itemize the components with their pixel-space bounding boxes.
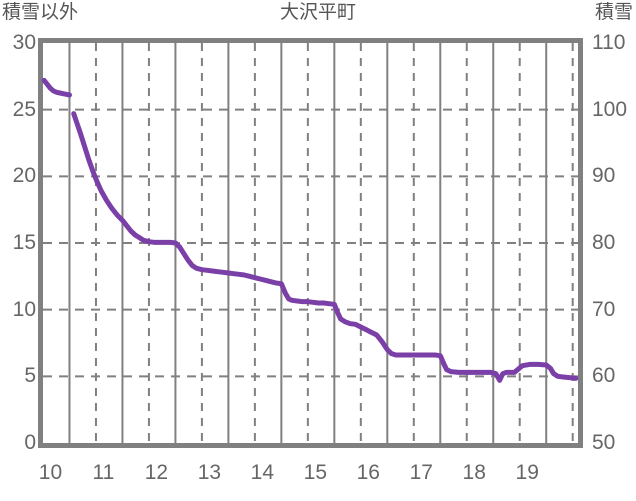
left-axis-tick-20: 20 (12, 164, 36, 188)
left-axis-tick-0: 0 (24, 431, 36, 454)
bottom-axis-tick-11: 11 (92, 461, 115, 484)
bottom-axis-tick-14: 14 (250, 461, 275, 484)
bottom-axis-tick-16: 16 (356, 461, 380, 484)
bottom-axis-tick-18: 18 (462, 461, 486, 484)
right-axis-tick-60: 60 (592, 364, 616, 388)
right-axis-tick-80: 80 (592, 231, 616, 254)
left-axis-tick-5: 5 (24, 364, 36, 388)
bottom-axis-tick-13: 13 (197, 461, 222, 484)
bottom-axis-tick-19: 19 (515, 461, 539, 484)
left-axis-tick-15: 15 (12, 231, 36, 254)
bottom-axis-tick-12: 12 (144, 461, 169, 484)
chart-title: 大沢平町 (279, 2, 356, 23)
series-snow-line (41, 77, 579, 383)
right-axis-unit-label: 積雪 (594, 2, 633, 23)
left-axis-tick-30: 30 (12, 31, 36, 54)
chart-canvas (41, 43, 579, 443)
left-axis-tick-10: 10 (12, 297, 36, 321)
right-axis-tick-70: 70 (592, 297, 616, 321)
left-axis-unit-label: 積雪以外 (2, 2, 79, 23)
left-axis-tick-25: 25 (12, 97, 36, 121)
right-axis-tick-90: 90 (592, 164, 616, 188)
right-axis-tick-50: 50 (592, 431, 616, 454)
right-axis-tick-100: 100 (592, 97, 628, 121)
right-axis-tick-110: 110 (592, 31, 626, 54)
bottom-axis-tick-17: 17 (409, 461, 433, 484)
bottom-axis-tick-10: 10 (38, 461, 63, 484)
bottom-axis-tick-15: 15 (303, 461, 327, 484)
